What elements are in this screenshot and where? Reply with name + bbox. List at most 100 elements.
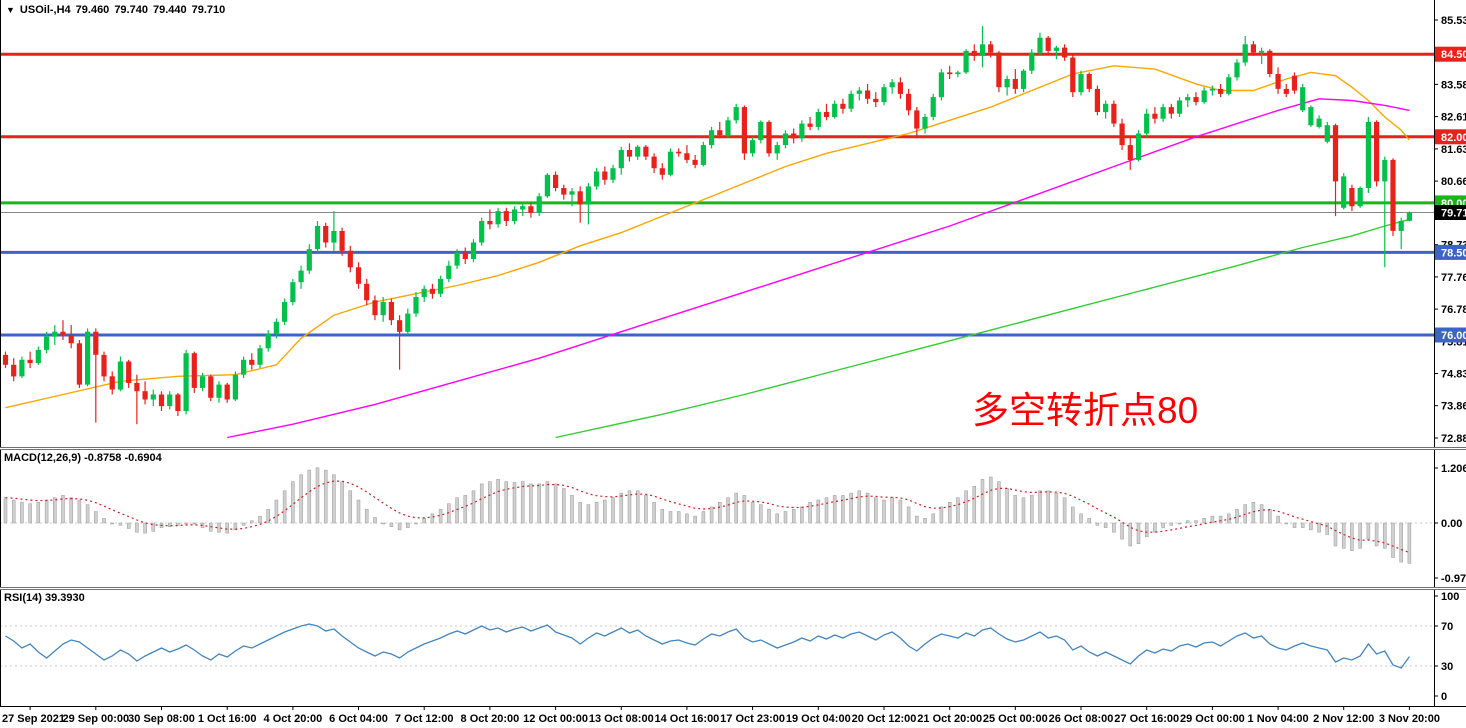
macd-bar	[627, 490, 632, 524]
candle-body	[241, 359, 247, 375]
candle-body	[339, 231, 345, 251]
macd-bar	[1071, 506, 1075, 524]
candle-body	[536, 196, 542, 213]
macd-bar	[455, 497, 459, 524]
macd-bar	[1013, 495, 1018, 524]
candle-body	[709, 130, 715, 146]
price-badge-79.710: 79.710	[1435, 205, 1466, 220]
macd-bar	[1292, 522, 1297, 528]
quote-high: 79.740	[114, 4, 148, 16]
macd-bar	[816, 499, 821, 524]
macd-bar	[184, 522, 188, 525]
macd-bar	[1391, 522, 1395, 558]
macd-bar	[611, 497, 615, 524]
candle-body	[610, 168, 616, 180]
macd-bar	[783, 511, 788, 524]
candle-body	[462, 252, 468, 259]
macd-bar	[759, 504, 763, 524]
macd-indicator-label: MACD(12,26,9) -0.8758 -0.6904	[4, 452, 162, 464]
candle-body	[134, 382, 140, 392]
candle-body	[503, 211, 509, 221]
candle-body	[126, 361, 132, 383]
macd-bar	[192, 522, 197, 525]
macd-bar	[1120, 522, 1124, 540]
macd-bar	[857, 490, 862, 524]
macd-bar	[3, 497, 8, 524]
panel-separator-macd[interactable]	[0, 447, 1466, 450]
chart-annotation-text: 多空转折点80	[972, 390, 1199, 431]
macd-bar	[750, 502, 755, 524]
candle-body	[273, 321, 279, 334]
macd-bar	[1144, 522, 1149, 538]
macd-bar	[479, 483, 484, 524]
macd-bar	[340, 481, 344, 524]
candle-body	[314, 226, 321, 250]
price-axis-label: 77.760	[1441, 272, 1466, 284]
candle-body	[758, 121, 764, 141]
time-axis-label: 2 Nov 12:00	[1313, 713, 1374, 725]
candle-body	[158, 394, 165, 407]
panel-separator-rsi[interactable]	[0, 587, 1466, 590]
candle-body	[44, 336, 50, 350]
macd-bar	[1407, 522, 1412, 564]
macd-bar	[118, 522, 123, 526]
symbol-dropdown-icon[interactable]: ▼	[6, 4, 15, 15]
macd-bar	[1383, 522, 1387, 549]
candle-body	[1037, 37, 1043, 53]
macd-bar	[151, 522, 156, 532]
candle-body	[774, 145, 780, 154]
candle-body	[1398, 221, 1404, 231]
candle-body	[996, 52, 1002, 88]
candle-body	[487, 221, 493, 225]
macd-bar	[1341, 522, 1346, 549]
candle-body	[1144, 113, 1150, 134]
candle-body	[1300, 87, 1306, 111]
macd-bar	[1366, 522, 1371, 540]
candle-body	[479, 221, 485, 243]
candle-body	[68, 335, 74, 344]
macd-bar	[389, 522, 394, 527]
macd-bar	[381, 522, 385, 525]
candle-body	[1308, 107, 1314, 126]
macd-bar	[323, 469, 328, 524]
macd-bar	[1300, 522, 1305, 528]
macd-bar	[1087, 518, 1091, 524]
macd-bar	[102, 518, 106, 524]
macd-bar	[562, 488, 566, 524]
candle-body	[577, 191, 583, 205]
candle-body	[528, 206, 534, 213]
macd-bar	[923, 518, 927, 524]
macd-bar	[1251, 502, 1256, 524]
candle-body	[454, 252, 460, 266]
price-badge-82.000: 82.000	[1435, 129, 1466, 145]
svg-text:82.000: 82.000	[1441, 132, 1466, 144]
quote-low: 79.440	[152, 4, 187, 16]
macd-bar	[1210, 515, 1215, 524]
candle-body	[659, 168, 665, 175]
candle-body	[676, 151, 682, 154]
macd-bar	[266, 508, 270, 524]
macd-bar	[28, 503, 32, 524]
candle-body	[1111, 103, 1117, 124]
candle-body	[183, 353, 189, 411]
candle-body	[979, 44, 986, 56]
macd-bar	[529, 483, 533, 524]
macd-name: MACD(12,26,9)	[4, 452, 82, 464]
candle-body	[1127, 145, 1133, 160]
macd-bar	[348, 490, 353, 524]
price-badge-78.500: 78.500	[1435, 244, 1466, 260]
macd-bar	[775, 513, 779, 524]
time-axis-label: 26 Oct 08:00	[1049, 713, 1114, 725]
macd-bar	[233, 522, 238, 531]
symbol-timeframe: USOil-,H4	[19, 4, 71, 16]
macd-bar	[504, 481, 509, 524]
svg-text:84.500: 84.500	[1441, 49, 1466, 61]
candle-body	[1349, 188, 1355, 207]
macd-bar	[1268, 508, 1272, 524]
macd-bar	[874, 497, 878, 524]
candle-body	[1020, 70, 1027, 89]
macd-bar	[980, 479, 985, 524]
candle-body	[249, 359, 255, 365]
